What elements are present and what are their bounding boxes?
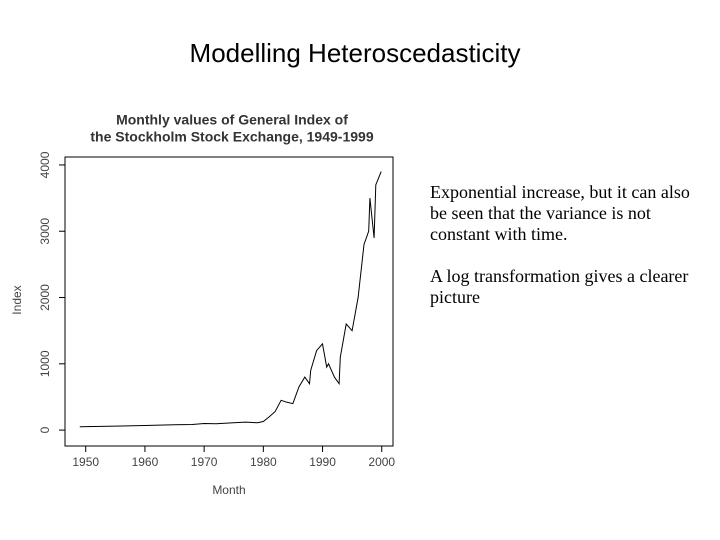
plot-frame bbox=[64, 156, 394, 447]
index-line bbox=[79, 171, 382, 428]
chart-title: Monthly values of General Index of bbox=[116, 112, 348, 128]
notes: Exponential increase, but it can also be… bbox=[430, 182, 700, 329]
chart-title: the Stockholm Stock Exchange, 1949-1999 bbox=[90, 129, 373, 145]
y-tick-label: 2000 bbox=[38, 284, 52, 311]
x-tick-label: 1970 bbox=[191, 455, 218, 469]
y-tick-label: 4000 bbox=[38, 151, 52, 178]
x-tick-label: 1990 bbox=[309, 455, 336, 469]
x-tick-label: 1960 bbox=[132, 455, 159, 469]
note: Exponential increase, but it can also be… bbox=[430, 182, 690, 244]
x-tick-label: 2000 bbox=[368, 455, 395, 469]
note: A log transformation gives a clearer pic… bbox=[430, 266, 689, 307]
x-axis-label: Month bbox=[212, 483, 245, 497]
x-tick-label: 1950 bbox=[72, 455, 99, 469]
y-tick-label: 3000 bbox=[38, 218, 52, 245]
y-tick-label: 0 bbox=[38, 426, 52, 433]
slide-title: Modelling Heteroscedasticity bbox=[189, 38, 521, 68]
chart: Monthly values of General Index of the S… bbox=[10, 112, 395, 497]
y-axis-label: Index bbox=[10, 285, 24, 314]
x-tick-label: 1980 bbox=[250, 455, 277, 469]
y-tick-label: 1000 bbox=[38, 350, 52, 377]
